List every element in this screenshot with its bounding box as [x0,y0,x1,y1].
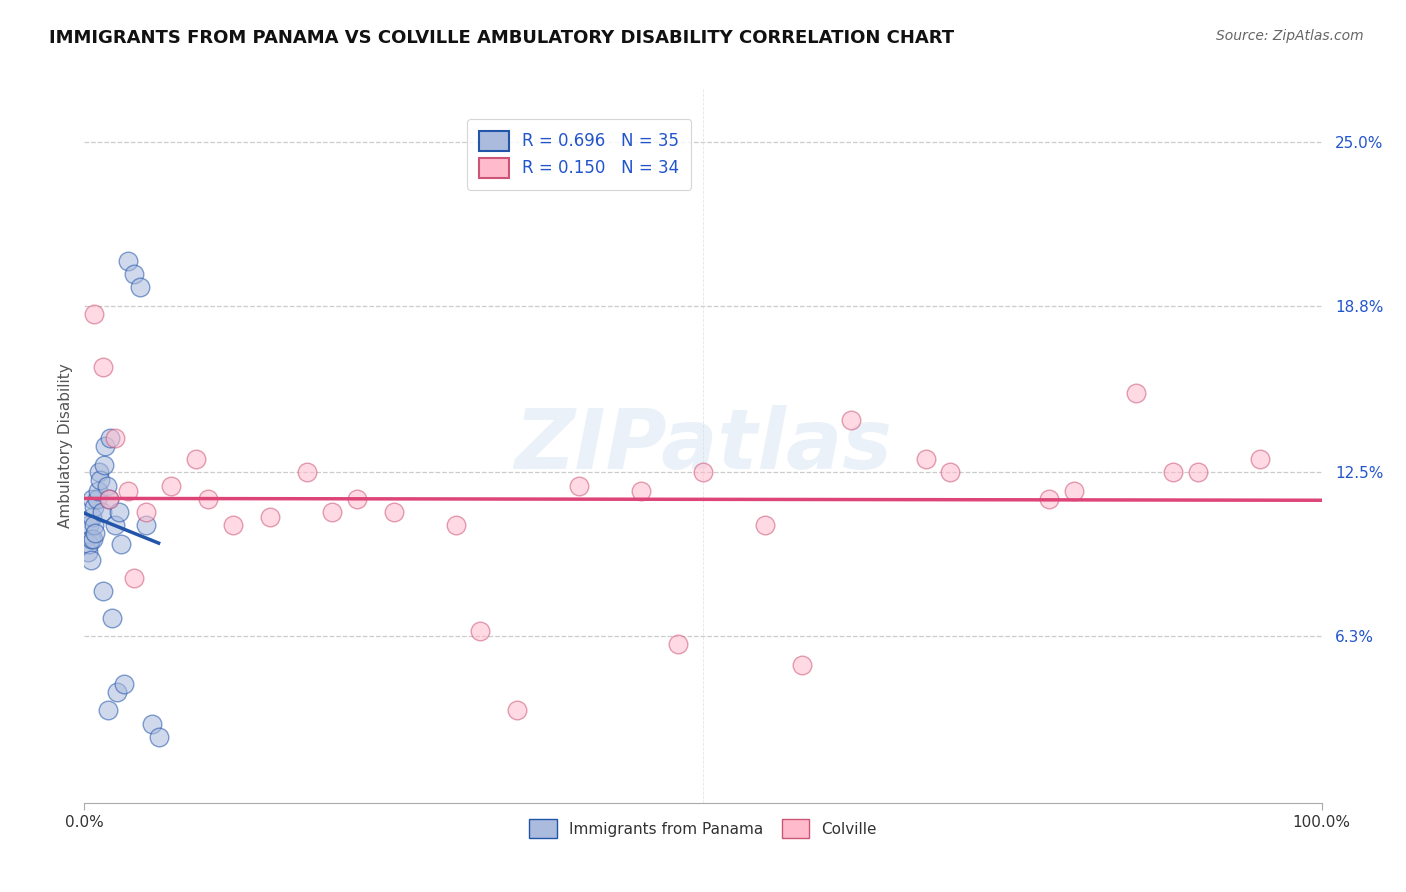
Text: IMMIGRANTS FROM PANAMA VS COLVILLE AMBULATORY DISABILITY CORRELATION CHART: IMMIGRANTS FROM PANAMA VS COLVILLE AMBUL… [49,29,955,46]
Point [112,677,135,691]
Point [1161,466,1184,480]
Point [80,510,103,524]
Point [790,658,813,673]
Point [1249,452,1271,467]
Point [91,359,114,374]
Point [79,518,101,533]
Point [90,505,112,519]
Legend: Immigrants from Panama, Colville: Immigrants from Panama, Colville [519,809,887,848]
Point [666,637,689,651]
Point [79,537,101,551]
Point [914,452,936,467]
Point [630,483,652,498]
Point [117,254,139,268]
Point [83,518,105,533]
Point [754,518,776,533]
Point [148,730,170,744]
Text: ZIPatlas: ZIPatlas [515,406,891,486]
Point [122,571,145,585]
Point [89,474,111,488]
Point [222,518,245,533]
Point [79,552,101,566]
Point [295,466,318,480]
Point [568,478,591,492]
Point [108,505,131,519]
Point [93,458,115,472]
Point [77,545,100,559]
Point [382,505,405,519]
Point [117,483,139,498]
Point [841,412,863,426]
Point [259,510,281,524]
Point [197,491,219,506]
Point [1125,386,1147,401]
Point [129,280,152,294]
Point [160,478,183,492]
Point [82,532,104,546]
Point [184,452,207,467]
Point [141,716,163,731]
Point [105,685,128,699]
Point [98,491,121,506]
Point [98,431,121,445]
Point [94,439,117,453]
Point [110,537,132,551]
Point [83,307,105,321]
Point [346,491,368,506]
Point [86,491,108,506]
Point [1187,466,1209,480]
Point [104,518,127,533]
Point [96,478,118,492]
Point [84,526,107,541]
Point [97,703,120,717]
Point [321,505,343,519]
Text: Source: ZipAtlas.com: Source: ZipAtlas.com [1216,29,1364,43]
Point [80,491,103,506]
Point [104,431,127,445]
Point [79,532,101,546]
Point [91,584,114,599]
Point [89,466,111,480]
Point [939,466,962,480]
Y-axis label: Ambulatory Disability: Ambulatory Disability [58,364,73,528]
Point [83,500,105,514]
Point [470,624,492,638]
Point [135,505,157,519]
Point [692,466,714,480]
Point [122,267,145,281]
Point [506,703,529,717]
Point [98,491,121,506]
Point [1038,491,1060,506]
Point [135,518,157,533]
Point [1063,483,1085,498]
Point [100,611,122,625]
Point [87,483,110,498]
Point [444,518,467,533]
